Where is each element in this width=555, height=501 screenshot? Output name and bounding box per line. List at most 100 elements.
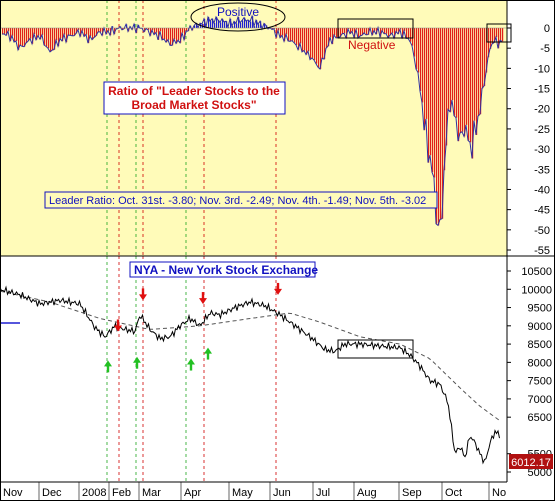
upper-tick-label: -5 [540,43,550,55]
ratio-bar [292,28,294,41]
x-axis: Nov Dec 2008 Feb Mar Apr May Jun Jul Aug Sep Oct No [0,482,506,500]
ratio-bar [430,28,432,156]
ratio-bar [240,22,242,28]
x-tick-label: 2008 [82,487,106,499]
ratio-bar [314,28,316,60]
ratio-bar [74,28,76,36]
ratio-bar [152,28,154,31]
lower-y-axis: 1050010000950090008500800075007000650055… [507,266,552,479]
ratio-bar [156,28,158,33]
ratio-bar [414,28,416,57]
ratio-bar [204,18,206,28]
ratio-bar [340,28,342,37]
ratio-bar [312,28,314,58]
signal-arrows [104,282,282,373]
buy-arrow-5 [133,356,141,369]
ratio-bar [394,28,396,39]
ratio-bar [384,28,386,34]
negative-label: Negative [348,38,396,52]
x-tick-label: No [492,487,506,499]
upper-vertical-lines [106,0,277,256]
ratio-bar [210,21,212,28]
ratio-bar [324,28,326,60]
ratio-bar [372,28,374,36]
ratio-bar [62,28,64,42]
ratio-title-line2: Broad Market Stocks" [131,98,256,112]
ratio-bar [40,28,42,40]
ratio-bar [468,28,470,141]
ratio-bar [6,28,8,36]
ratio-bar [26,28,28,43]
ratio-bar [308,28,310,52]
sell-arrow-0 [114,319,122,332]
recent-box [486,23,512,43]
lower-panel-bg [0,256,507,482]
lower-tick-label: 10500 [521,266,552,278]
lower-tick-label: 9000 [528,321,552,333]
ratio-bar [450,28,452,112]
ratio-bar [32,28,34,44]
ratio-bar [76,28,78,34]
lower-tick-label: 10000 [521,284,552,296]
ratio-bar [310,28,312,60]
ratio-bar [452,28,454,100]
ratio-bar [330,28,332,38]
upper-tick-label: -40 [534,184,550,196]
upper-tick-label: -55 [534,245,550,257]
nya-title: NYA - New York Stock Exchange [134,263,318,277]
ratio-bar [274,28,276,29]
ratio-bar [356,28,358,30]
ratio-bar [78,28,80,30]
ratio-bar [230,18,232,28]
ratio-bar [168,28,170,40]
ratio-bar [408,28,410,39]
ratio-bar [88,28,90,44]
ratio-bar [72,28,74,36]
ratio-bar [410,28,412,42]
ratio-bar [36,28,38,40]
ratio-bar [336,28,338,39]
ratio-bar [160,28,162,32]
ratio-bar [86,28,88,35]
buy-arrow-4 [104,360,112,373]
ratio-bar [338,28,340,38]
ratio-bar [432,28,434,173]
ratio-bar [256,20,258,28]
ratio-bar [16,28,18,42]
ratio-bar [212,18,214,28]
ratio-bar [286,28,288,35]
sell-arrow-3 [274,282,282,295]
ratio-bar [296,28,298,45]
ratio-bar [346,28,348,38]
ratio-bar [306,28,308,55]
ratio-bar [420,28,422,92]
ratio-bar [400,28,402,30]
ratio-bar [58,28,60,47]
ratio-bar [434,28,436,178]
ratio-bar [186,28,188,32]
ratio-bar [70,28,72,36]
last-price-badge [509,454,553,469]
upper-tick-label: -15 [534,84,550,96]
ratio-bar [448,28,450,110]
ratio-bar [50,28,52,52]
sell-arrow-1 [139,288,147,301]
ratio-bar [398,28,400,34]
ratio-bar [402,28,404,39]
ratio-bar [46,28,48,47]
ratio-bar [302,28,304,52]
ratio-bar [180,28,182,43]
ratio-bar [390,28,392,36]
ratio-bar [182,28,184,33]
ratio-bar [166,28,168,43]
ratio-bar [496,28,498,38]
ratio-bar [416,28,418,70]
ratio-bar [300,28,302,44]
ratio-bar [354,28,356,38]
ratio-bar [488,28,490,58]
ratio-bar [172,28,174,46]
ratio-bar [108,28,110,31]
ratio-bar [34,28,36,35]
ratio-bar [226,21,228,28]
ratio-bar [404,28,406,31]
